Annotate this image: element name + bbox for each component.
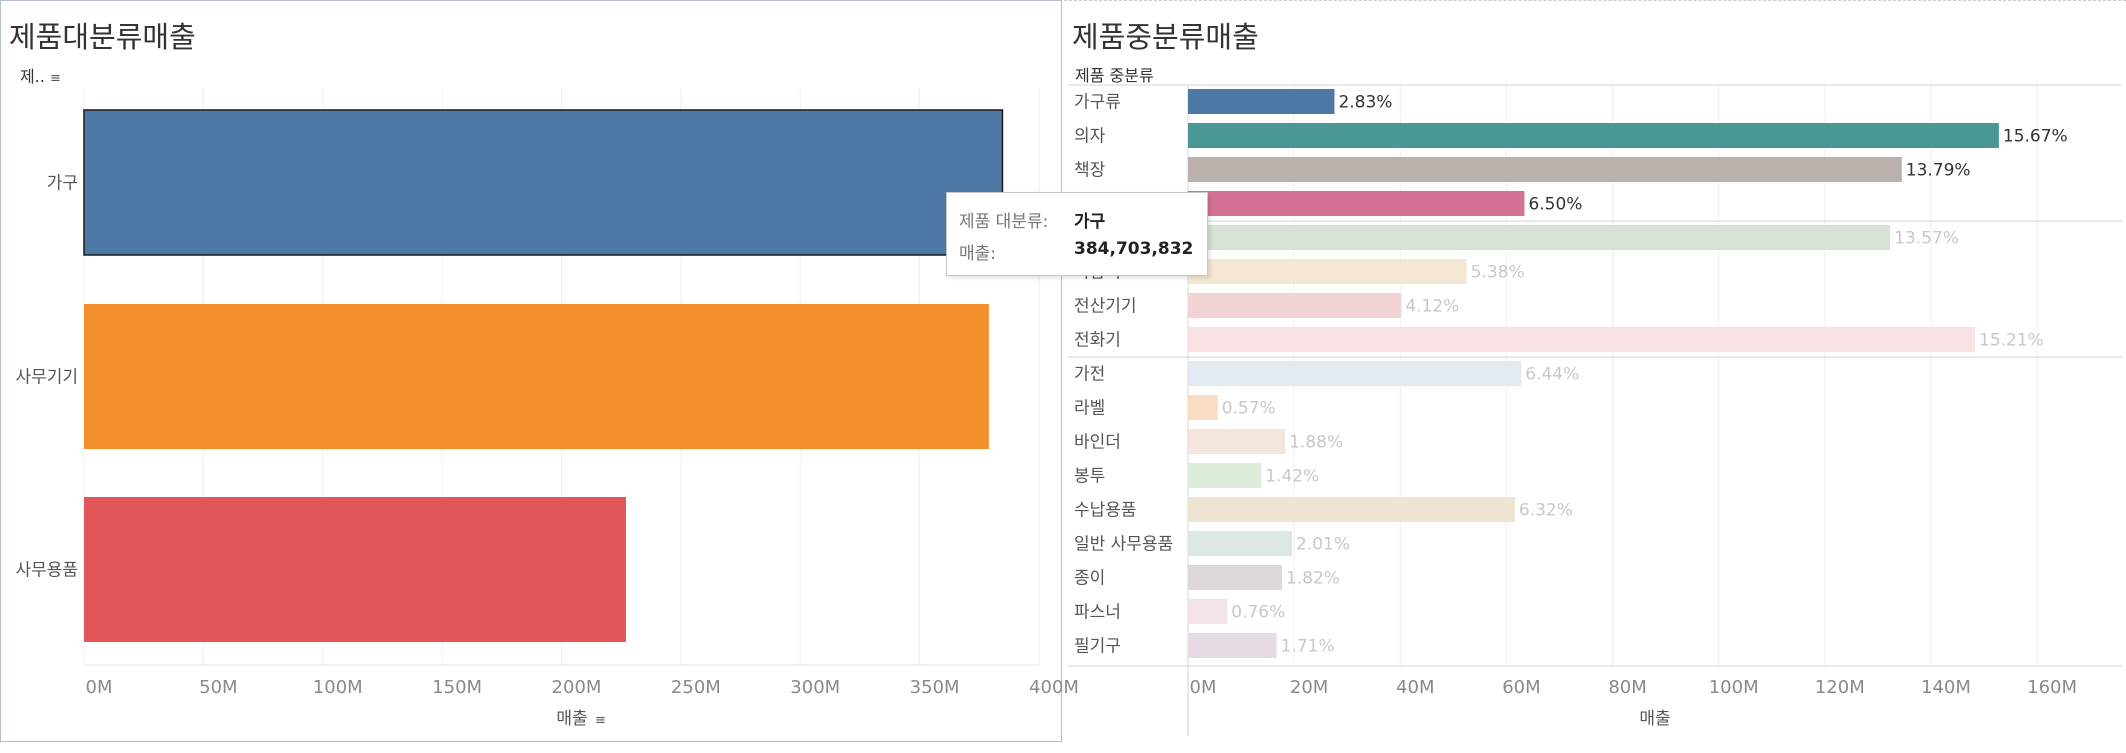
left-bar-사무기기[interactable] (84, 304, 989, 449)
right-x-tick-label: 40M (1396, 677, 1434, 698)
right-bar-수납용품[interactable] (1188, 497, 1515, 522)
left-x-tick-label: 400M (1029, 677, 1079, 698)
right-y-axis-title: 제품 중분류 (1075, 66, 1154, 85)
right-chart-title: 제품중분류매출 (1072, 20, 1259, 54)
right-y-tick-label: 종이 (1074, 569, 1105, 589)
right-y-tick-label: 수납용품 (1074, 501, 1137, 521)
left-bar-사무용품[interactable] (84, 497, 626, 642)
right-data-label: 6.32% (1519, 501, 1573, 521)
right-bar-책장[interactable] (1188, 157, 1902, 182)
right-bar-필기구[interactable] (1188, 633, 1277, 658)
right-data-label: 5.38% (1471, 263, 1525, 283)
right-x-tick-label: 20M (1290, 677, 1328, 698)
left-x-tick-label: 300M (790, 677, 840, 698)
right-x-tick-label: 160M (2027, 677, 2077, 698)
right-x-tick-label: 100M (1709, 677, 1759, 698)
right-bar-가구류[interactable] (1188, 89, 1335, 114)
right-data-label: 1.82% (1286, 569, 1340, 589)
left-chart-panel (0, 0, 1062, 742)
right-y-tick-label: 전산기기 (1074, 297, 1137, 317)
right-y-tick-label: 의자 (1074, 127, 1106, 147)
right-bar-일반 사무용품[interactable] (1188, 531, 1293, 556)
right-y-tick-label: 책장 (1074, 161, 1106, 181)
right-y-tick-label: 전화기 (1074, 331, 1121, 351)
right-bar-테이블[interactable] (1188, 191, 1525, 216)
right-data-label: 0.76% (1231, 603, 1285, 623)
right-y-tick-label: 봉투 (1074, 467, 1105, 487)
tooltip-value-category: 가구 (1074, 212, 1106, 232)
right-x-tick-label: 120M (1815, 677, 1865, 698)
right-x-tick-label: 0M (1190, 677, 1217, 698)
right-x-axis-title: 매출 (1639, 709, 1670, 729)
sort-icon: ≡ (50, 71, 61, 86)
right-data-label: 2.01% (1296, 535, 1350, 555)
left-y-tick-label: 사무용품 (15, 561, 78, 581)
left-x-tick-label: 200M (552, 677, 602, 698)
left-y-tick-label: 가구 (47, 174, 78, 194)
right-x-tick-label: 140M (1921, 677, 1971, 698)
left-x-tick-label: 150M (432, 677, 482, 698)
right-bar-라벨[interactable] (1188, 395, 1218, 420)
tooltip-row-category: 제품 대분류: 가구 (959, 207, 1105, 232)
left-x-tick-label: 0M (86, 677, 113, 698)
tooltip-key-category: 제품 대분류: (959, 212, 1049, 232)
right-y-tick-label: 가구류 (1074, 93, 1121, 113)
sort-icon: ≡ (595, 713, 606, 728)
right-bar-봉투[interactable] (1188, 463, 1262, 488)
tooltip-key-sales: 매출: (959, 244, 997, 264)
right-data-label: 2.83% (1338, 93, 1392, 113)
right-bar-파스너[interactable] (1188, 599, 1228, 624)
right-data-label: 4.12% (1405, 297, 1459, 317)
right-data-label: 13.79% (1906, 161, 1971, 181)
tooltip-row-sales: 매출: 384,703,832 (959, 239, 1193, 264)
right-bar-전화기[interactable] (1188, 327, 1976, 352)
right-y-tick-label: 파스너 (1074, 603, 1121, 623)
right-bar-바인더[interactable] (1188, 429, 1286, 454)
right-bar-종이[interactable] (1188, 565, 1282, 590)
right-data-label: 0.57% (1222, 399, 1276, 419)
left-x-tick-label: 100M (313, 677, 363, 698)
right-y-tick-label: 라벨 (1074, 399, 1105, 419)
right-y-tick-label: 필기구 (1074, 637, 1121, 657)
left-x-tick-label: 350M (910, 677, 960, 698)
right-y-tick-label: 바인더 (1074, 433, 1121, 453)
right-bar-가전[interactable] (1188, 361, 1522, 386)
bar-tooltip: 제품 대분류: 가구 매출: 384,703,832 (946, 192, 1208, 276)
right-data-label: 1.42% (1265, 467, 1319, 487)
right-data-label: 15.67% (2003, 127, 2068, 147)
right-bar-의자[interactable] (1188, 123, 1999, 148)
right-data-label: 15.21% (1979, 331, 2044, 351)
right-data-label: 13.57% (1894, 229, 1959, 249)
right-x-tick-label: 60M (1502, 677, 1540, 698)
left-x-axis-title: 매출 (556, 709, 587, 729)
right-y-tick-label: 가전 (1074, 365, 1105, 385)
right-chart-panel (1064, 0, 2126, 742)
left-y-axis-title: 제.. (20, 67, 45, 86)
right-data-label: 1.71% (1281, 637, 1335, 657)
right-data-label: 1.88% (1289, 433, 1343, 453)
right-bar-전산기기[interactable] (1188, 293, 1402, 318)
right-y-tick-label: 일반 사무용품 (1074, 535, 1173, 555)
left-x-tick-label: 50M (199, 677, 237, 698)
right-x-tick-label: 80M (1608, 677, 1646, 698)
left-x-tick-label: 250M (671, 677, 721, 698)
right-bar-복사기[interactable] (1188, 225, 1891, 250)
left-y-tick-label: 사무기기 (15, 368, 78, 388)
left-chart-title: 제품대분류매출 (9, 20, 196, 54)
right-data-label: 6.44% (1525, 365, 1579, 385)
tooltip-value-sales: 384,703,832 (1074, 239, 1194, 259)
right-bar-복합기[interactable] (1188, 259, 1467, 284)
left-bar-가구[interactable] (83, 109, 1004, 256)
right-data-label: 6.50% (1528, 195, 1582, 215)
